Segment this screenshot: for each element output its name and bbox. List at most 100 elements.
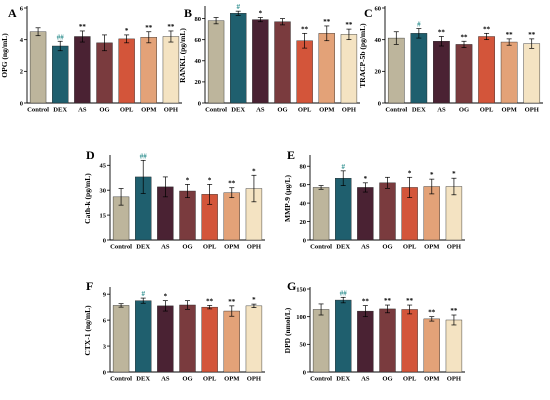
x-category-label: OG <box>99 107 109 114</box>
significance-marker: ** <box>301 25 309 33</box>
y-tick-label: 0 <box>378 100 381 107</box>
x-category-label: OPH <box>247 244 262 251</box>
bar-og <box>455 44 473 104</box>
y-axis-title: RANKL (pg/mL) <box>178 28 187 83</box>
bar-as <box>433 41 450 104</box>
x-category-label: OPH <box>247 376 262 383</box>
x-category-label: OPM <box>501 107 517 114</box>
panel-letter: A <box>8 6 17 20</box>
y-tick-label: 0 <box>303 369 306 376</box>
significance-marker: ** <box>506 31 514 39</box>
panel-c: C 0 20 40 60 TRACP-5b (pg/mL) Control # DEX ** AS *… <box>358 5 543 114</box>
bar-opl <box>201 306 218 373</box>
x-category-label: OPL <box>403 244 417 251</box>
y-tick-label: 4 <box>20 37 24 44</box>
y-axis-title: CTX-1 (ng/mL) <box>83 305 92 356</box>
significance-marker: ** <box>79 23 87 31</box>
bar-oph <box>245 305 263 373</box>
bar-og <box>179 190 196 241</box>
bar-og <box>96 42 113 104</box>
y-tick-label: 50 <box>300 342 307 349</box>
significance-marker: ** <box>145 24 153 32</box>
significance-marker: ** <box>228 180 236 188</box>
bar-control <box>112 305 130 373</box>
significance-marker: ** <box>438 29 446 37</box>
significance-marker: # <box>141 290 145 298</box>
significance-marker: ** <box>167 23 175 31</box>
y-tick-label: 80 <box>195 16 202 23</box>
x-category-label: Control <box>310 376 332 383</box>
y-axis-title: DPD (nmol/L) <box>283 307 292 353</box>
panel-e: E 0 20 40 60 80 MMP-9 (μg/L) Control # DEX * AS OG * O… <box>283 148 465 251</box>
y-tick-label: 0 <box>198 100 201 107</box>
bar-dex <box>135 300 152 373</box>
bar-control <box>387 37 405 104</box>
y-tick-label: 40 <box>300 200 307 207</box>
significance-marker: ** <box>228 298 236 306</box>
x-category-label: Control <box>385 107 407 114</box>
panel-letter: F <box>86 279 93 293</box>
x-category-label: OPM <box>224 244 240 251</box>
y-tick-label: 0 <box>303 237 306 244</box>
bar-opm <box>223 310 240 373</box>
bar-opl <box>296 40 313 104</box>
x-category-label: AS <box>161 376 170 383</box>
x-category-label: AS <box>361 376 370 383</box>
panel-letter: E <box>287 148 295 162</box>
bar-control <box>312 309 330 373</box>
x-category-label: OG <box>182 376 192 383</box>
y-tick-label: 0 <box>103 369 106 376</box>
x-category-label: OPH <box>525 107 540 114</box>
x-category-label: Control <box>310 244 332 251</box>
y-tick-label: 20 <box>195 79 202 86</box>
significance-marker: ** <box>450 307 458 315</box>
x-category-label: OPL <box>403 376 417 383</box>
y-tick-label: 40 <box>375 37 382 44</box>
y-tick-label: 15 <box>100 212 107 219</box>
y-axis-title: Cath-k (pg/mL) <box>83 173 92 224</box>
x-category-label: DEX <box>412 107 426 114</box>
y-tick-label: 2 <box>20 69 23 76</box>
significance-marker: ** <box>384 297 392 305</box>
x-category-label: DEX <box>336 244 350 251</box>
x-category-label: DEX <box>231 107 245 114</box>
x-category-label: DEX <box>336 376 350 383</box>
bar-opm <box>423 186 440 241</box>
x-category-label: Control <box>110 376 132 383</box>
x-category-label: OPL <box>480 107 494 114</box>
significance-marker: * <box>164 293 168 301</box>
y-axis-title: MMP-9 (μg/L) <box>283 175 292 222</box>
y-tick-label: 30 <box>100 188 107 195</box>
significance-marker: ## <box>340 289 348 297</box>
bar-control <box>207 20 225 104</box>
panel-letter: D <box>86 148 95 162</box>
panel-d: D 0 15 30 45 Cath-k (pg/mL) Control ## DEX AS * OG *… <box>83 148 265 251</box>
x-category-label: DEX <box>53 107 67 114</box>
panel-letter: B <box>184 6 192 20</box>
significance-marker: * <box>125 27 129 35</box>
significance-marker: * <box>252 167 256 175</box>
x-category-label: DEX <box>136 244 150 251</box>
panel-letter: C <box>364 6 373 20</box>
bar-as <box>74 36 91 104</box>
bar-opm <box>318 33 335 104</box>
y-tick-label: 150 <box>296 286 306 293</box>
significance-marker: # <box>236 3 240 11</box>
significance-marker: * <box>364 175 368 183</box>
x-category-label: Control <box>110 244 132 251</box>
x-category-label: OPM <box>319 107 335 114</box>
y-tick-label: 100 <box>296 314 306 321</box>
panel-a: A 0 2 4 6 OPG (ng/mL) Control ## DEX ** AS OG * OPL **… <box>0 5 182 114</box>
significance-marker: * <box>252 296 256 304</box>
x-category-label: OPM <box>424 376 440 383</box>
significance-marker: * <box>430 171 434 179</box>
significance-marker: ## <box>140 152 148 160</box>
x-category-label: AS <box>256 107 265 114</box>
bar-oph <box>162 36 180 104</box>
x-category-label: OPM <box>141 107 157 114</box>
significance-marker: * <box>452 170 456 178</box>
bar-dex <box>52 45 69 104</box>
bar-opm <box>423 318 440 373</box>
significance-marker: ** <box>206 297 214 305</box>
